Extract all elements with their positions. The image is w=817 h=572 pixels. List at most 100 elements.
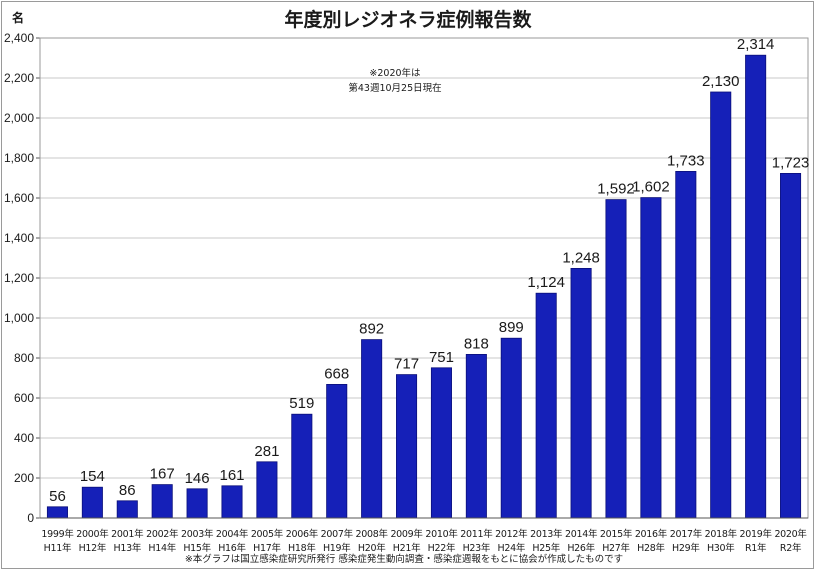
y-tick-label: 1,400 [4, 231, 34, 245]
y-tick-label: 1,000 [4, 311, 34, 325]
y-axis: 0 200 400 600 800 1,000 1,200 1,400 1,600 1,800 2,… [4, 31, 809, 525]
y-tick-label: 800 [14, 351, 34, 365]
y-tick-label: 2,000 [4, 111, 34, 125]
x-tick-label-era: H21年 [393, 542, 421, 554]
x-tick-label-year: 2000年 [76, 528, 109, 540]
x-tick-label-era: H24年 [497, 542, 525, 554]
data-label: 167 [150, 466, 175, 483]
source-footnote: ※本グラフは国立感染症研究所発行 感染症発生動向調査・感染症週報をもとに協会が作… [185, 553, 623, 565]
x-tick-label-year: 2009年 [390, 528, 423, 540]
bar [465, 353, 487, 519]
bar [745, 54, 767, 519]
x-tick-label-era: R2年 [780, 542, 802, 554]
x-tick-label-year: 2020年 [774, 528, 807, 540]
x-tick-label-era: R1年 [745, 542, 767, 554]
y-tick-label: 2,400 [4, 31, 34, 45]
bar [430, 367, 452, 519]
x-tick-label-era: H19年 [323, 542, 351, 554]
data-label: 1,733 [667, 152, 705, 169]
x-tick-label-year: 1999年 [41, 528, 74, 540]
bar [81, 486, 103, 519]
x-tick-label-era: H28年 [637, 542, 665, 554]
bar [221, 485, 243, 519]
bar [291, 413, 313, 519]
x-tick-label-era: H11年 [44, 542, 72, 554]
x-tick-label-era: H18年 [288, 542, 316, 554]
x-tick-label-year: 2006年 [286, 528, 319, 540]
x-tick-label-year: 2011年 [460, 528, 493, 540]
x-tick-label-year: 2019年 [740, 528, 773, 540]
x-tick-label-era: H30年 [707, 542, 735, 554]
data-label: 281 [254, 443, 279, 460]
bar [186, 488, 208, 519]
bar [326, 383, 348, 519]
x-tick-label-era: H26年 [567, 542, 595, 554]
data-label: 154 [80, 468, 105, 485]
x-tick-label-year: 2013年 [530, 528, 563, 540]
bar [675, 170, 697, 519]
x-tick-label-year: 2003年 [181, 528, 214, 540]
x-tick-label-year: 2018年 [705, 528, 738, 540]
y-unit-label: 名 [12, 10, 24, 25]
annotation-line-1: ※2020年は [369, 67, 421, 79]
x-tick-label-year: 2001年 [111, 528, 144, 540]
bar [151, 484, 173, 519]
x-tick-label-year: 2016年 [635, 528, 668, 540]
x-tick-label-year: 2012年 [495, 528, 528, 540]
x-tick-label-era: H27年 [602, 542, 630, 554]
data-label: 1,248 [562, 249, 600, 266]
x-tick-label-year: 2017年 [670, 528, 703, 540]
y-tick-label: 400 [14, 431, 34, 445]
annotation-line-2: 第43週10月25日現在 [348, 82, 441, 94]
bar [570, 267, 592, 519]
data-label: 818 [464, 335, 489, 352]
bar [396, 374, 418, 519]
bar [116, 500, 138, 519]
x-tick-label-year: 2005年 [251, 528, 284, 540]
data-label: 146 [185, 470, 210, 487]
x-tick-label-year: 2004年 [216, 528, 249, 540]
x-tick-label-year: 2008年 [356, 528, 389, 540]
y-tick-label: 1,600 [4, 191, 34, 205]
x-tick-label-year: 2015年 [600, 528, 633, 540]
data-label: 56 [49, 488, 66, 505]
bar [640, 197, 662, 519]
x-tick-label-era: H23年 [463, 542, 491, 554]
data-label: 668 [324, 365, 349, 382]
y-tick-label: 600 [14, 391, 34, 405]
data-label: 161 [219, 467, 244, 484]
y-tick-label: 200 [14, 471, 34, 485]
x-tick-label-year: 2002年 [146, 528, 179, 540]
bar [605, 199, 627, 519]
x-tick-label-era: H12年 [79, 542, 107, 554]
x-tick-label-era: H13年 [113, 542, 141, 554]
data-label: 899 [499, 319, 524, 336]
bar [361, 339, 383, 519]
bar [710, 91, 732, 519]
y-tick-label: 1,200 [4, 271, 34, 285]
data-label: 86 [119, 482, 136, 499]
chart-title: 年度別レジオネラ症例報告数 [284, 8, 532, 31]
y-tick-label: 0 [27, 511, 34, 525]
bars [46, 54, 802, 519]
x-axis: 1999年 H11年 2000年 H12年 2001年 H13年 2002年 H14年 2003… [40, 517, 808, 554]
x-tick-label-era: H15年 [183, 542, 211, 554]
bar [500, 337, 522, 519]
x-tick-label-era: H16年 [218, 542, 246, 554]
data-label: 892 [359, 321, 384, 338]
data-label: 2,130 [702, 73, 740, 90]
data-label: 717 [394, 356, 419, 373]
data-label: 751 [429, 349, 454, 366]
x-tick-label-era: H14年 [148, 542, 176, 554]
y-tick-label: 2,200 [4, 71, 34, 85]
data-label: 519 [289, 395, 314, 412]
x-tick-label-year: 2014年 [565, 528, 598, 540]
data-labels: 56 154 86 167 146 161 281 519 668 892 717 751 818 899… [49, 36, 809, 505]
bar [535, 292, 557, 519]
x-tick-label-year: 2010年 [425, 528, 458, 540]
x-tick-label-era: H22年 [428, 542, 456, 554]
x-tick-label-era: H17年 [253, 542, 281, 554]
x-tick-label-year: 2007年 [321, 528, 354, 540]
data-label: 1,124 [527, 274, 565, 291]
